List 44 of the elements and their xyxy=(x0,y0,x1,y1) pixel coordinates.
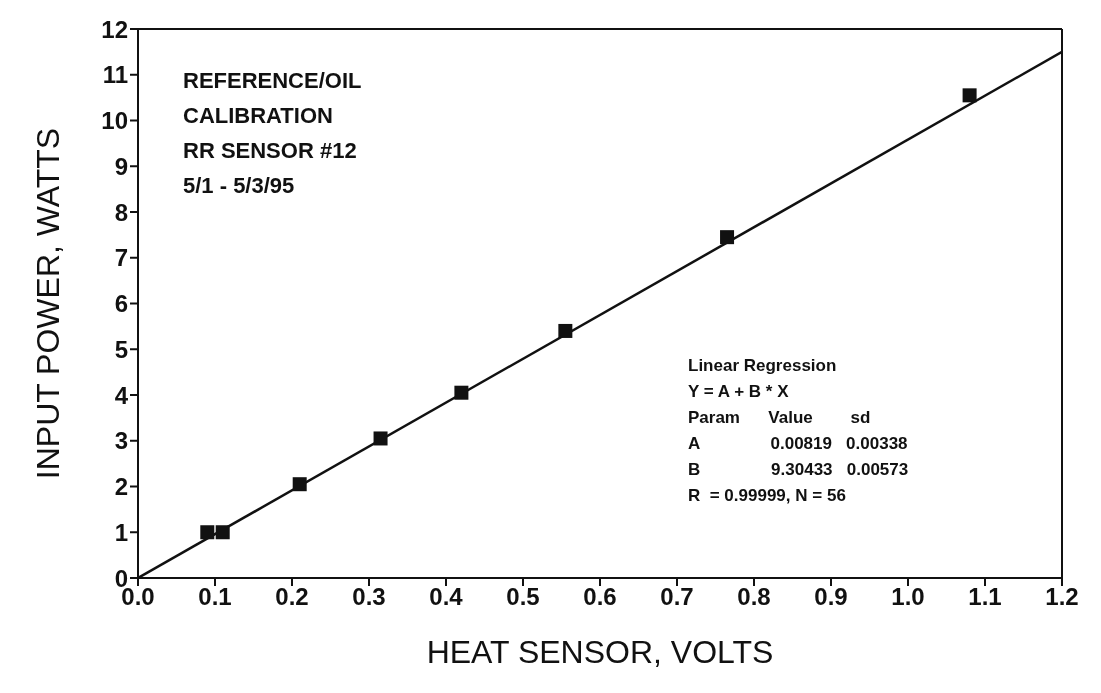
y-tick-label: 11 xyxy=(102,61,128,89)
annotation: REFERENCE/OIL xyxy=(183,67,362,95)
point xyxy=(292,477,307,492)
annotation: Param Value sd xyxy=(688,407,872,429)
x-tick-label: 0.9 xyxy=(814,583,848,611)
annotation: Linear Regression xyxy=(688,355,838,377)
x-tick-label: 0.7 xyxy=(660,583,694,611)
y-tick-label: 7 xyxy=(114,244,128,272)
annotation: 5/1 - 5/3/95 xyxy=(183,172,296,200)
x-tick-label: 0.5 xyxy=(506,583,540,611)
annotation: Y = A + B * X xyxy=(688,381,790,403)
x-axis-title: HEAT SENSOR, VOLTS xyxy=(426,634,774,670)
x-tick-label: 0.8 xyxy=(737,583,771,611)
y-tick-label: 10 xyxy=(101,107,128,135)
y-tick-label: 12 xyxy=(101,15,128,43)
y-tick-label: 2 xyxy=(114,473,128,501)
x-tick-label: 0.4 xyxy=(429,583,464,611)
annotation: CALIBRATION xyxy=(183,102,334,130)
x-tick-label: 1.1 xyxy=(968,583,1002,611)
y-tick-label: 1 xyxy=(114,518,128,546)
x-tick-label: 0.2 xyxy=(275,583,309,611)
point xyxy=(720,230,735,245)
annotation: RR SENSOR #12 xyxy=(183,137,358,165)
point xyxy=(962,88,977,103)
x-tick-label: 0.1 xyxy=(198,583,232,611)
y-tick-label: 4 xyxy=(114,381,129,409)
y-axis-title: INPUT POWER, WATTS xyxy=(30,127,67,480)
x-tick-label: 1.0 xyxy=(891,583,925,611)
point xyxy=(373,431,388,446)
x-tick-label: 1.2 xyxy=(1045,583,1079,611)
y-tick-label: 5 xyxy=(114,335,128,363)
annotation: B 9.30433 0.00573 xyxy=(688,459,909,481)
y-tick-label: 3 xyxy=(114,427,128,455)
annotation: R = 0.99999, N = 56 xyxy=(688,485,847,507)
point xyxy=(454,385,469,400)
annotation: A 0.00819 0.00338 xyxy=(688,433,909,455)
point xyxy=(558,323,573,338)
point xyxy=(215,525,230,540)
y-tick-label: 9 xyxy=(114,152,128,180)
point xyxy=(200,525,215,540)
x-tick-label: 0.6 xyxy=(583,583,617,611)
y-tick-label: 8 xyxy=(114,198,128,226)
x-tick-label: 0.3 xyxy=(352,583,386,611)
y-tick-label: 6 xyxy=(114,290,128,318)
